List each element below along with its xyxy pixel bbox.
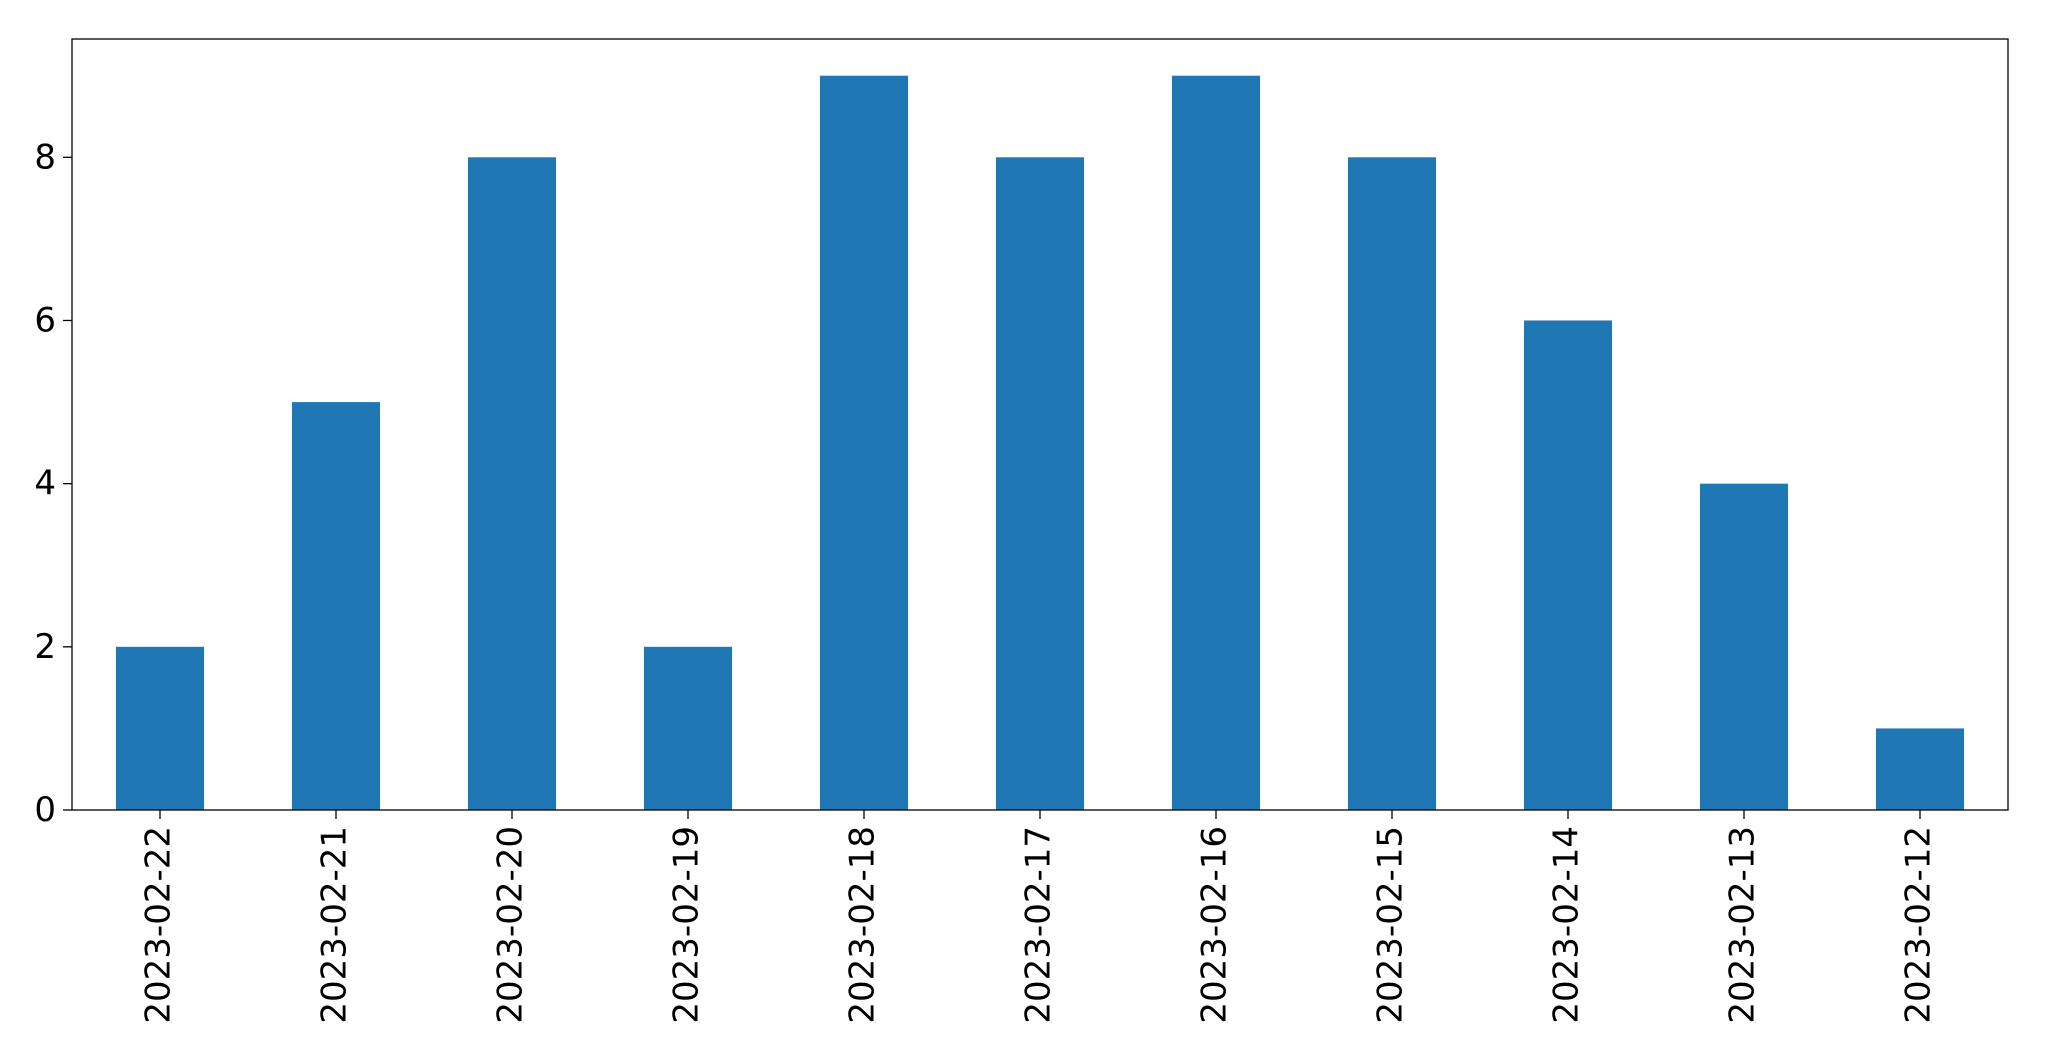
bar bbox=[996, 157, 1084, 811]
bar bbox=[1700, 483, 1788, 810]
bar bbox=[1876, 728, 1964, 810]
y-tick-label: 2 bbox=[34, 627, 56, 667]
bar bbox=[820, 75, 908, 810]
x-tick-label: 2023-02-21 bbox=[315, 826, 355, 1024]
bar bbox=[1172, 75, 1260, 810]
bar bbox=[1524, 320, 1612, 810]
x-tick-label: 2023-02-22 bbox=[139, 826, 179, 1024]
plot-frame bbox=[71, 38, 2009, 811]
x-tick-label: 2023-02-12 bbox=[1899, 826, 1939, 1024]
y-tick-label: 8 bbox=[34, 137, 56, 177]
x-tick-label: 2023-02-17 bbox=[1019, 826, 1059, 1024]
x-tick-label: 2023-02-16 bbox=[1195, 826, 1235, 1024]
y-tick-label: 0 bbox=[34, 790, 56, 830]
x-tick-label: 2023-02-19 bbox=[667, 826, 707, 1024]
bar bbox=[292, 402, 380, 810]
y-tick-label: 6 bbox=[34, 300, 56, 340]
x-tick-label: 2023-02-20 bbox=[491, 826, 531, 1024]
bar bbox=[468, 157, 556, 811]
bar bbox=[116, 646, 204, 810]
bar bbox=[1348, 157, 1436, 811]
y-tick-label: 4 bbox=[34, 464, 56, 504]
x-tick-label: 2023-02-14 bbox=[1547, 826, 1587, 1024]
x-tick-label: 2023-02-13 bbox=[1723, 826, 1763, 1024]
x-tick-label: 2023-02-18 bbox=[843, 826, 883, 1024]
bar bbox=[644, 646, 732, 810]
x-tick-label: 2023-02-15 bbox=[1371, 826, 1411, 1024]
